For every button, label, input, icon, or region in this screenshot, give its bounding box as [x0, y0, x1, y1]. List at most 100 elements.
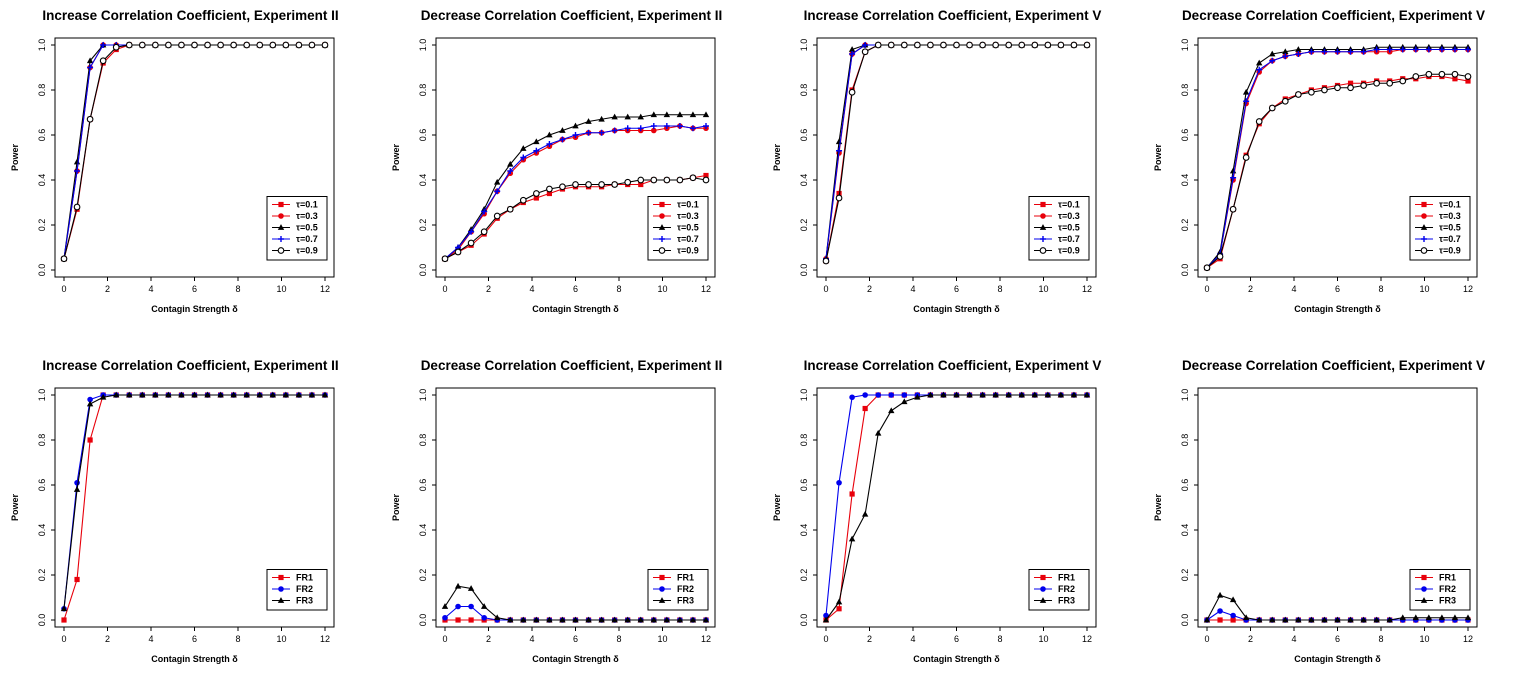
- legend-label: FR1: [1058, 573, 1075, 583]
- data-point: [1464, 614, 1472, 621]
- y-tick-label: 0.4: [418, 524, 428, 537]
- y-tick-label: 1.0: [1180, 39, 1190, 52]
- chart-panel-2: Decrease Correlation Coefficient, Experi…: [391, 8, 722, 314]
- y-tick-label: 0.4: [799, 174, 809, 187]
- y-tick-label: 0.8: [799, 84, 809, 97]
- y-tick-label: 0.2: [799, 569, 809, 582]
- data-point: [256, 41, 264, 49]
- data-point: [559, 127, 566, 133]
- data-point: [901, 398, 908, 405]
- x-tick-label: 4: [1291, 284, 1296, 294]
- data-point: [914, 41, 921, 49]
- y-axis-label: Power: [1153, 144, 1163, 172]
- data-point: [611, 127, 618, 134]
- x-tick-label: 10: [657, 284, 667, 294]
- data-point: [992, 391, 999, 398]
- data-point: [1438, 46, 1445, 53]
- data-point: [572, 181, 579, 188]
- data-point: [1230, 617, 1236, 623]
- legend-marker: [659, 236, 665, 242]
- legend-box: [266, 569, 328, 611]
- legend-label: τ=0.3: [677, 211, 699, 221]
- y-tick-label: 0.0: [418, 264, 428, 277]
- data-point: [650, 616, 657, 623]
- data-point: [689, 174, 697, 182]
- data-point: [572, 616, 579, 623]
- y-tick-label: 0.4: [799, 524, 809, 537]
- data-point: [1018, 391, 1025, 398]
- series-4: [442, 123, 709, 262]
- chart-title: Increase Correlation Coefficient, Experi…: [804, 358, 1102, 373]
- x-tick-label: 10: [1038, 284, 1048, 294]
- x-tick-label: 6: [1335, 284, 1340, 294]
- data-point: [1268, 104, 1276, 112]
- data-point: [676, 176, 684, 184]
- data-point: [230, 41, 237, 49]
- data-point: [900, 41, 908, 49]
- data-point: [507, 160, 514, 167]
- legend-label: τ=0.5: [1439, 223, 1461, 233]
- data-point: [663, 123, 670, 129]
- y-tick-label: 0.2: [1180, 569, 1190, 582]
- legend-label: τ=0.7: [296, 234, 318, 244]
- data-point: [1269, 57, 1276, 64]
- data-point: [165, 41, 172, 49]
- legend-label: FR3: [1058, 596, 1075, 606]
- legend-marker: [1421, 586, 1427, 592]
- y-tick-label: 0.0: [1180, 614, 1190, 627]
- data-point: [467, 585, 475, 591]
- data-point: [1281, 97, 1289, 105]
- data-point: [637, 616, 644, 623]
- legend-box: [647, 569, 709, 611]
- chart-title: Increase Correlation Coefficient, Experi…: [42, 8, 338, 23]
- legend-marker: [278, 586, 284, 592]
- data-point: [1255, 118, 1263, 125]
- data-point: [230, 391, 237, 398]
- data-point: [848, 535, 856, 542]
- y-tick-label: 0.2: [37, 219, 47, 232]
- y-tick-label: 0.2: [418, 569, 428, 582]
- data-point: [1308, 616, 1315, 623]
- legend-marker: [1040, 574, 1046, 581]
- x-tick-label: 0: [61, 284, 66, 294]
- data-point: [455, 603, 461, 610]
- x-tick-label: 4: [1291, 634, 1296, 644]
- data-point: [1451, 614, 1459, 621]
- y-tick-label: 0.2: [1180, 219, 1190, 232]
- data-point: [191, 41, 198, 49]
- legend-label: τ=0.7: [677, 234, 699, 244]
- x-axis-label: Contagin Strength δ: [1294, 654, 1381, 664]
- data-point: [676, 123, 683, 129]
- x-tick-label: 4: [910, 284, 915, 294]
- data-point: [1057, 391, 1065, 398]
- y-axis-label: Power: [772, 494, 782, 522]
- legend-label: τ=0.1: [1439, 200, 1461, 210]
- legend-label: FR1: [296, 573, 313, 583]
- x-tick-label: 8: [616, 284, 621, 294]
- data-point: [637, 113, 644, 120]
- x-tick-label: 0: [1204, 284, 1209, 294]
- legend-label: τ=0.7: [1439, 234, 1461, 244]
- data-point: [585, 129, 592, 136]
- series-5: [1203, 70, 1472, 272]
- series-3: [60, 391, 329, 612]
- y-tick-label: 0.6: [37, 129, 47, 142]
- data-point: [1018, 41, 1026, 49]
- data-point: [468, 228, 475, 235]
- y-tick-label: 0.2: [37, 569, 47, 582]
- legend-label: FR1: [1439, 573, 1456, 583]
- y-tick-label: 0.8: [37, 434, 47, 447]
- y-tick-label: 1.0: [37, 39, 47, 52]
- x-axis-label: Contagin Strength δ: [913, 654, 1000, 664]
- data-point: [823, 612, 829, 619]
- data-point: [1386, 46, 1393, 53]
- data-point: [1057, 41, 1065, 49]
- legend-marker: [278, 236, 284, 242]
- y-axis-label: Power: [772, 144, 782, 172]
- data-point: [533, 190, 540, 197]
- x-tick-label: 6: [192, 284, 197, 294]
- data-point: [849, 394, 855, 401]
- legend-label: τ=0.9: [677, 246, 699, 256]
- x-tick-label: 6: [573, 634, 578, 644]
